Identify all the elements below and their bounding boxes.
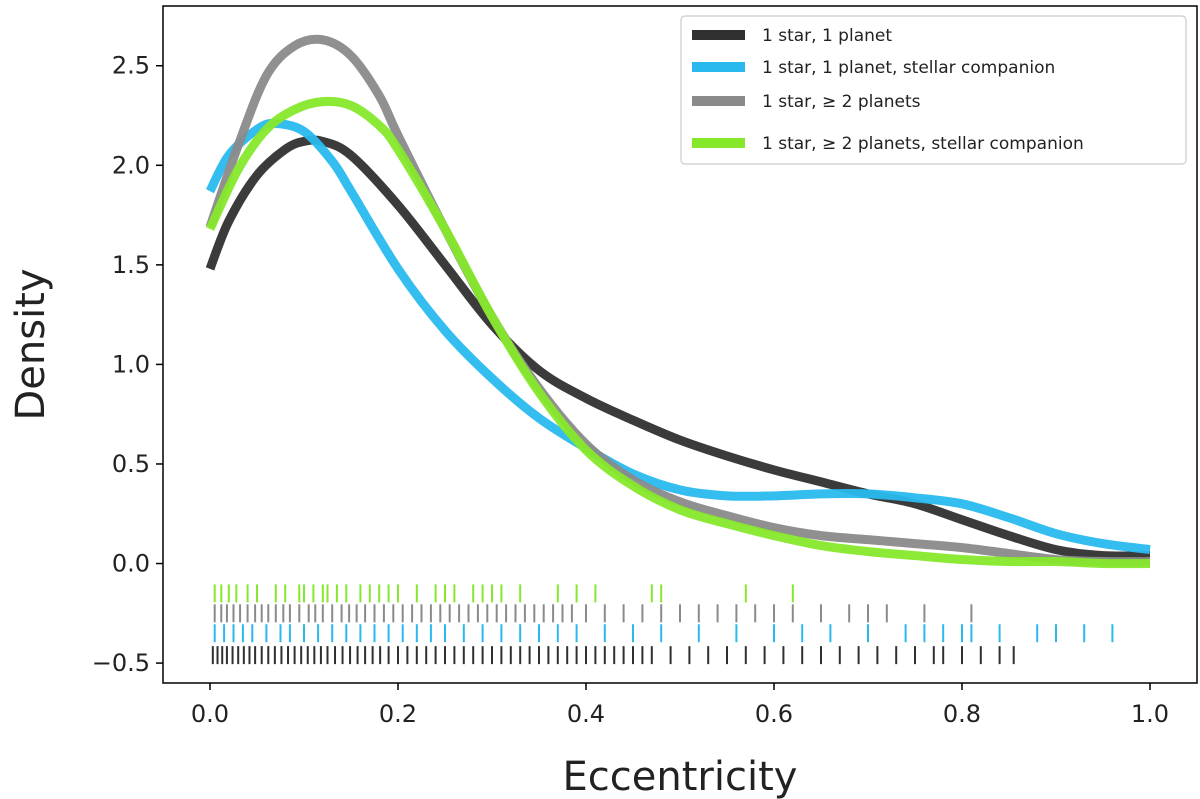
legend-box [680, 15, 1187, 165]
x-tick-label: 0.2 [379, 700, 417, 728]
y-tick-label: −0.5 [92, 649, 150, 677]
x-tick-label: 0.4 [567, 700, 605, 728]
x-axis: 0.0 0.2 0.4 0.6 0.8 1.0 [191, 683, 1169, 728]
x-tick-label: 0.8 [943, 700, 981, 728]
y-tick-label: 1.0 [112, 350, 150, 378]
y-tick-label: 0.5 [112, 450, 150, 478]
plot-frame [162, 5, 1198, 684]
y-axis-title: Density [8, 268, 54, 420]
rug-row-0 [213, 584, 794, 603]
y-tick-label: 2.0 [112, 151, 150, 179]
x-tick-label: 1.0 [1131, 700, 1169, 728]
y-tick-label: 1.5 [112, 251, 150, 279]
rug-row-2 [213, 624, 1114, 643]
y-tick-label: 0.0 [112, 550, 150, 578]
legend-label-0: 1 star, 1 planet [762, 26, 892, 46]
series-line-3 [205, 96, 1151, 569]
rug-row-3 [211, 646, 1015, 665]
legend-label-2: 1 star, ≥ 2 planets [762, 92, 921, 112]
lines-layer [205, 34, 1151, 569]
y-tick-label: 2.5 [112, 52, 150, 80]
series-line-1 [205, 118, 1151, 555]
legend: 1 star, 1 planet 1 star, 1 planet, stella… [680, 15, 1187, 165]
series-line-0 [205, 135, 1151, 561]
x-tick-label: 0.0 [191, 700, 229, 728]
y-axis: −0.5 0.0 0.5 1.0 1.5 2.0 2.5 [92, 52, 163, 677]
rug-row-1 [213, 604, 973, 623]
legend-label-1: 1 star, 1 planet, stellar companion [762, 58, 1055, 78]
legend-label-3: 1 star, ≥ 2 planets, stellar companion [762, 134, 1084, 154]
x-tick-label: 0.6 [755, 700, 793, 728]
x-axis-title: Eccentricity [563, 754, 798, 799]
rug-layer [211, 584, 1114, 665]
